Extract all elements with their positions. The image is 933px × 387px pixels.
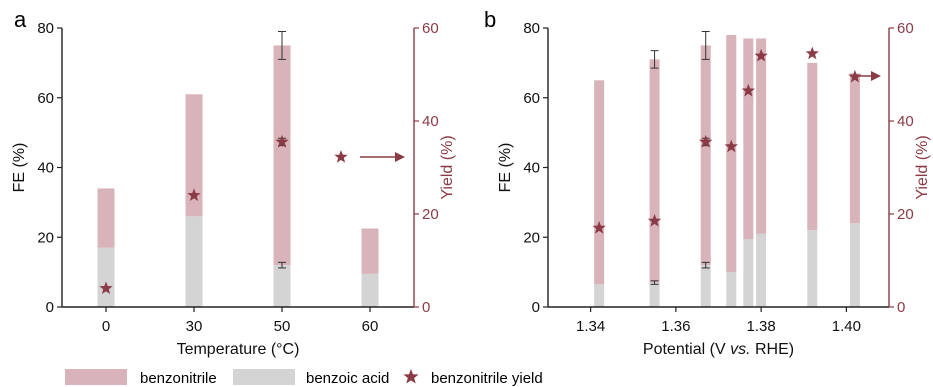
- panel-a-bar-benzonitrile-2: [273, 45, 291, 266]
- panel-a-bar-benzoic-acid-2: [273, 265, 291, 307]
- panel-a-bar-benzonitrile-3: [361, 228, 379, 274]
- panel-b-y2tick-label: 0: [897, 299, 905, 316]
- panel-b-bar-benzonitrile-7: [849, 73, 860, 224]
- panel-b-y2label: Yield (%): [914, 135, 931, 199]
- legend: benzonitrile benzoic acid benzonitrile y…: [65, 369, 543, 387]
- legend-label-benzoic-acid: benzoic acid: [306, 370, 389, 387]
- panel-b-y2tick-label: 60: [897, 20, 914, 37]
- panel-a: a 0 20 40 60 80 0 20 40 60 0 30 50 60 FE (%) Yield (%)…: [11, 7, 456, 358]
- panel-a-xtick-label: 60: [362, 318, 379, 335]
- panel-b-label: b: [484, 7, 496, 32]
- panel-b-y2tick-label: 40: [897, 113, 914, 130]
- panel-a-yield-axis-arrowhead: [395, 152, 405, 162]
- legend-label-benzonitrile: benzonitrile: [140, 370, 217, 387]
- panel-a-yield-star-0: [99, 281, 113, 295]
- panel-a-xtick-label: 0: [102, 318, 110, 335]
- panel-b-yield-star-4: [741, 83, 755, 97]
- panel-b-bar-benzonitrile-0: [594, 80, 605, 285]
- panel-a-y2tick-label: 40: [422, 113, 439, 130]
- panel-a-bar-benzoic-acid-1: [185, 216, 203, 307]
- legend-star-marker: [403, 369, 419, 384]
- panel-b-bar-benzonitrile-6: [807, 62, 818, 231]
- panel-a-y2tick-label: 20: [422, 206, 439, 223]
- panel-b-ylabel: FE (%): [497, 143, 514, 193]
- panel-b-xlabel: Potential (V vs. RHE): [643, 341, 794, 358]
- panel-b-bar-benzonitrile-3: [726, 34, 737, 273]
- panel-a-ytick-label: 40: [37, 160, 54, 177]
- panel-b-yield-axis-arrowhead: [871, 71, 881, 81]
- panel-b-ytick-label: 40: [523, 160, 540, 177]
- panel-a-arrow-star: [334, 150, 348, 163]
- panel-a-xlabel: Temperature (°C): [177, 341, 300, 358]
- panel-b-bar-benzonitrile-2: [700, 45, 711, 266]
- panel-a-ytick-label: 60: [37, 90, 54, 107]
- panel-a-ytick-label: 0: [46, 299, 54, 316]
- panel-b-bar-benzoic-acid-3: [726, 272, 737, 307]
- panel-b-y2tick-label: 20: [897, 206, 914, 223]
- panel-a-yield-star-2: [275, 134, 289, 148]
- panel-b-yield-star-3: [724, 139, 738, 153]
- panel-b-bar-benzoic-acid-2: [700, 265, 711, 307]
- panel-a-y2label: Yield (%): [439, 135, 456, 199]
- panel-a-label: a: [14, 7, 27, 32]
- legend-swatch-benzonitrile: [65, 369, 127, 385]
- panel-b-yield-star-5: [754, 48, 768, 62]
- panel-a-ytick-label: 20: [37, 229, 54, 246]
- panel-b-ytick-label: 80: [523, 20, 540, 37]
- panel-a-bar-benzoic-acid-0: [97, 247, 115, 307]
- panel-b-bar-benzoic-acid-1: [649, 282, 660, 307]
- panel-b-ytick-label: 0: [532, 299, 540, 316]
- panel-a-bar-benzonitrile-0: [97, 188, 115, 248]
- legend-swatch-benzoic-acid: [233, 369, 295, 385]
- panel-a-yield-star-1: [187, 188, 201, 202]
- panel-b-bar-benzonitrile-1: [649, 59, 660, 283]
- panel-b-xtick-label: 1.34: [576, 318, 605, 335]
- panel-b-bar-benzonitrile-5: [756, 38, 767, 234]
- panel-b-ytick-label: 60: [523, 90, 540, 107]
- panel-a-bar-benzoic-acid-3: [361, 273, 379, 307]
- panel-b-xtick-label: 1.36: [661, 318, 690, 335]
- panel-b-bar-benzonitrile-4: [743, 38, 754, 239]
- panel-b: b 0 20 40 60 80 0 20 40 60 1.34 1.36 1.38 1.40 FE (%)…: [484, 7, 931, 358]
- panel-b-yield-star-1: [647, 213, 662, 227]
- panel-b-bar-benzoic-acid-7: [849, 223, 860, 307]
- panel-b-yield-star-7: [848, 69, 862, 83]
- panel-a-bar-benzonitrile-1: [185, 94, 203, 217]
- panel-b-ytick-label: 20: [523, 229, 540, 246]
- panel-a-y2tick-label: 60: [422, 20, 439, 37]
- panel-b-bar-benzoic-acid-4: [743, 238, 754, 307]
- panel-b-xtick-label: 1.38: [747, 318, 776, 335]
- panel-a-ytick-label: 80: [37, 20, 54, 37]
- panel-b-yield-star-0: [592, 220, 606, 234]
- panel-b-yield-star-2: [699, 134, 713, 148]
- panel-a-xtick-label: 50: [274, 318, 291, 335]
- legend-label-yield: benzonitrile yield: [431, 370, 543, 387]
- panel-b-yield-star-6: [805, 46, 819, 60]
- panel-b-bar-benzoic-acid-6: [807, 230, 818, 307]
- panel-b-bar-benzoic-acid-5: [756, 233, 767, 307]
- panel-a-xtick-label: 30: [186, 318, 203, 335]
- panel-a-ylabel: FE (%): [11, 143, 28, 193]
- panel-a-y2tick-label: 0: [422, 299, 430, 316]
- panel-b-bar-benzoic-acid-0: [594, 284, 605, 307]
- panel-b-xtick-label: 1.40: [832, 318, 861, 335]
